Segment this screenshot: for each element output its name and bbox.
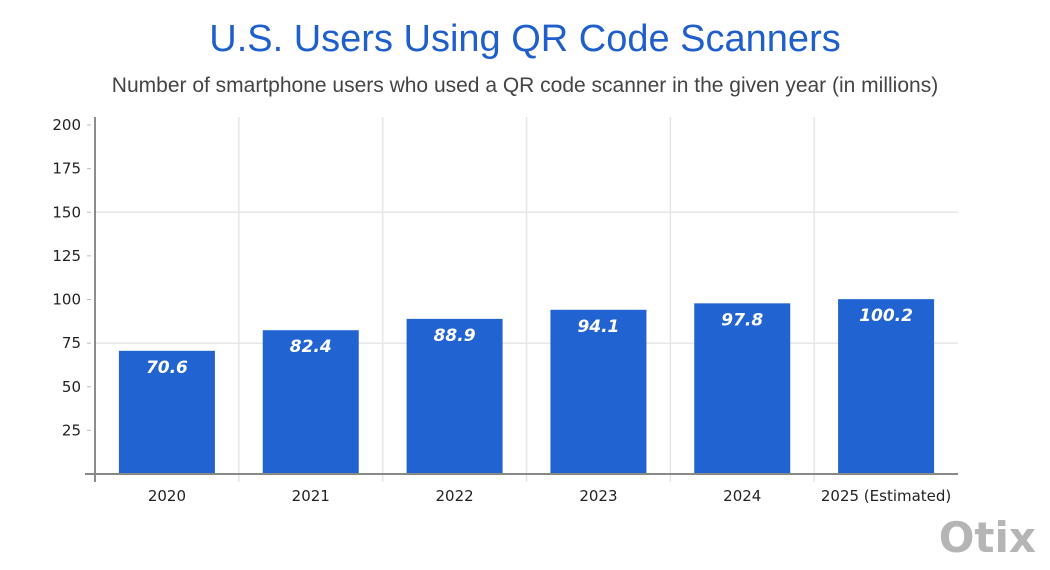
data-label: 70.6 [146,358,188,378]
x-tick-label: 2022 [435,487,473,505]
bar [550,309,647,474]
data-label: 100.2 [859,306,913,326]
bar [694,303,791,474]
data-label: 97.8 [721,310,763,330]
x-tick-label: 2021 [292,487,330,505]
data-label: 88.9 [434,326,476,346]
y-tick-label: 175 [52,160,81,178]
bar [838,299,935,474]
chart-subtitle: Number of smartphone users who used a QR… [111,74,939,97]
x-tick-label: 2025 (Estimated) [821,487,951,505]
y-tick-label: 100 [52,291,81,309]
data-label: 94.1 [577,317,619,337]
bar [118,350,215,474]
bar [406,318,503,474]
y-tick-label: 200 [52,116,81,134]
bar [262,330,359,474]
chart-title: U.S. Users Using QR Code Scanners [209,18,841,60]
x-tick-label: 2020 [148,487,186,505]
x-tick-label: 2023 [579,487,617,505]
otix-logo-watermark: Otix [938,513,1036,562]
y-tick-label: 25 [62,421,81,439]
x-tick-label: 2024 [723,487,761,505]
y-tick-label: 150 [52,203,81,221]
y-tick-label: 50 [62,378,81,396]
y-tick-label: 75 [62,334,81,352]
data-label: 82.4 [290,337,332,357]
y-tick-label: 125 [52,247,81,265]
